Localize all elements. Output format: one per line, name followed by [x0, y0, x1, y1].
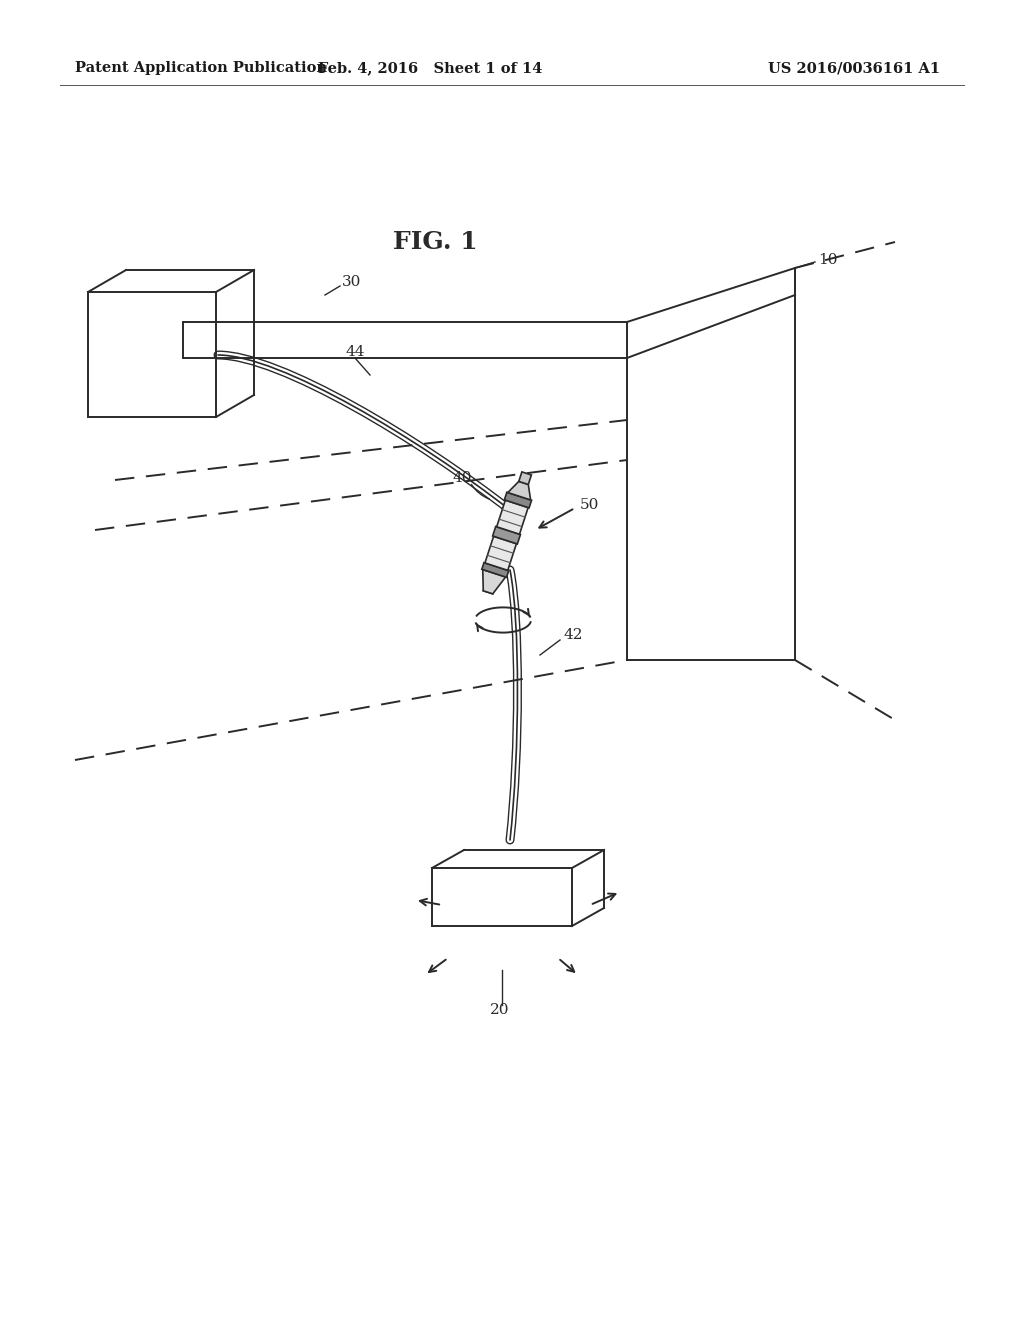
Text: US 2016/0036161 A1: US 2016/0036161 A1: [768, 61, 940, 75]
Polygon shape: [482, 562, 509, 577]
Polygon shape: [488, 576, 500, 585]
Polygon shape: [485, 536, 516, 570]
Polygon shape: [508, 482, 530, 500]
Polygon shape: [519, 471, 531, 484]
Text: 42: 42: [564, 628, 584, 642]
Polygon shape: [482, 569, 506, 594]
Text: 10: 10: [818, 253, 838, 267]
Text: Feb. 4, 2016   Sheet 1 of 14: Feb. 4, 2016 Sheet 1 of 14: [317, 61, 542, 75]
Text: 44: 44: [345, 345, 365, 359]
Polygon shape: [483, 581, 496, 594]
Text: FIG. 1: FIG. 1: [392, 230, 477, 253]
Text: 50: 50: [580, 498, 599, 512]
Text: Patent Application Publication: Patent Application Publication: [75, 61, 327, 75]
Polygon shape: [493, 527, 520, 544]
Text: 30: 30: [342, 275, 361, 289]
Text: 20: 20: [490, 1003, 510, 1016]
Polygon shape: [505, 492, 531, 508]
Polygon shape: [497, 500, 528, 535]
Text: 40: 40: [453, 471, 472, 484]
